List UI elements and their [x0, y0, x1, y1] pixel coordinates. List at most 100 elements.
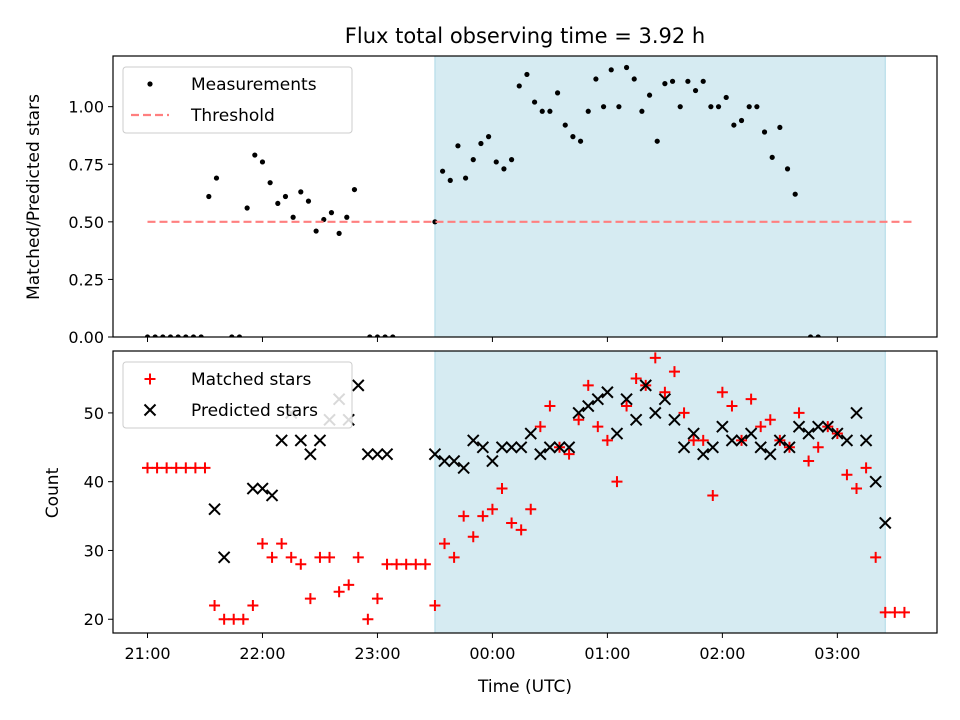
data-point — [476, 441, 490, 454]
data-point — [477, 510, 489, 522]
data-point — [152, 334, 158, 337]
data-point — [457, 461, 470, 475]
data-point — [668, 366, 680, 378]
data-point — [623, 64, 630, 71]
data-point — [889, 606, 901, 618]
data-point — [735, 434, 748, 447]
data-point — [662, 81, 668, 87]
data-point — [199, 462, 211, 474]
data-point — [639, 379, 652, 392]
data-point — [582, 399, 595, 413]
data-point — [516, 83, 522, 89]
data-point — [282, 193, 289, 200]
data-point — [593, 76, 599, 82]
data-point — [860, 462, 872, 474]
data-point — [458, 510, 470, 522]
data-point — [495, 441, 509, 454]
data-point — [802, 427, 815, 440]
data-point — [382, 334, 388, 337]
data-point — [467, 531, 479, 543]
data-point — [700, 78, 706, 84]
data-point — [470, 157, 476, 163]
data-point — [544, 400, 556, 412]
data-point — [601, 386, 614, 399]
data-point — [352, 379, 365, 392]
data-point — [190, 334, 197, 337]
data-point — [570, 134, 576, 140]
data-point — [773, 434, 787, 447]
data-point — [807, 334, 814, 337]
data-point — [649, 352, 661, 364]
data-point — [314, 551, 326, 563]
data-point — [429, 599, 441, 611]
data-point — [784, 166, 791, 172]
observing-window-shade — [434, 351, 886, 633]
series-predicted-stars — [208, 379, 892, 564]
data-point — [658, 392, 672, 406]
data-point — [246, 482, 260, 495]
data-point — [371, 447, 384, 461]
data-point — [524, 427, 537, 440]
legend-label: Measurements — [191, 75, 317, 95]
data-point — [850, 406, 863, 420]
data-point — [754, 441, 767, 454]
data-point — [677, 104, 683, 110]
data-point — [601, 434, 613, 446]
data-point — [792, 191, 798, 197]
data-point — [879, 516, 892, 530]
data-point — [563, 448, 575, 460]
data-point — [141, 462, 153, 474]
y-tick-label: 1.00 — [68, 98, 104, 117]
data-point — [247, 599, 259, 611]
data-point — [610, 427, 624, 440]
data-point — [554, 90, 561, 96]
data-point — [716, 420, 729, 433]
data-point — [831, 427, 844, 440]
data-point — [313, 228, 319, 234]
data-point — [707, 489, 719, 501]
data-point — [183, 334, 189, 337]
data-point — [367, 334, 373, 337]
legend-label: Matched stars — [191, 370, 311, 390]
data-point — [362, 613, 374, 625]
data-point — [777, 124, 783, 131]
data-point — [534, 421, 546, 433]
data-point — [840, 434, 854, 447]
data-point — [343, 579, 355, 591]
data-point — [811, 420, 825, 433]
data-point — [688, 434, 700, 446]
data-point — [390, 334, 396, 337]
data-point — [467, 434, 480, 447]
data-point — [175, 334, 181, 337]
data-point — [708, 104, 714, 110]
legend-box — [122, 361, 353, 429]
data-point — [659, 386, 671, 398]
data-point — [793, 407, 805, 419]
data-point — [620, 392, 633, 406]
data-point — [677, 441, 691, 454]
data-point — [591, 392, 605, 406]
data-point — [486, 454, 499, 468]
data-point — [344, 214, 350, 220]
data-point — [573, 414, 585, 426]
data-point — [189, 462, 201, 474]
data-point — [687, 427, 700, 440]
data-point — [252, 152, 258, 158]
data-point — [285, 551, 297, 563]
data-point — [706, 441, 720, 454]
data-point — [524, 71, 530, 78]
data-point — [447, 454, 461, 468]
data-point — [237, 613, 249, 625]
y-tick-label: 20 — [84, 610, 104, 629]
legend-swatch — [143, 403, 157, 417]
data-point — [265, 489, 279, 502]
data-point — [562, 122, 568, 128]
observing-window-shade — [434, 56, 886, 337]
data-point — [244, 205, 250, 211]
data-point — [313, 434, 327, 447]
data-point — [859, 434, 873, 447]
data-point — [304, 593, 316, 605]
data-point — [738, 117, 745, 124]
data-point — [692, 87, 699, 94]
